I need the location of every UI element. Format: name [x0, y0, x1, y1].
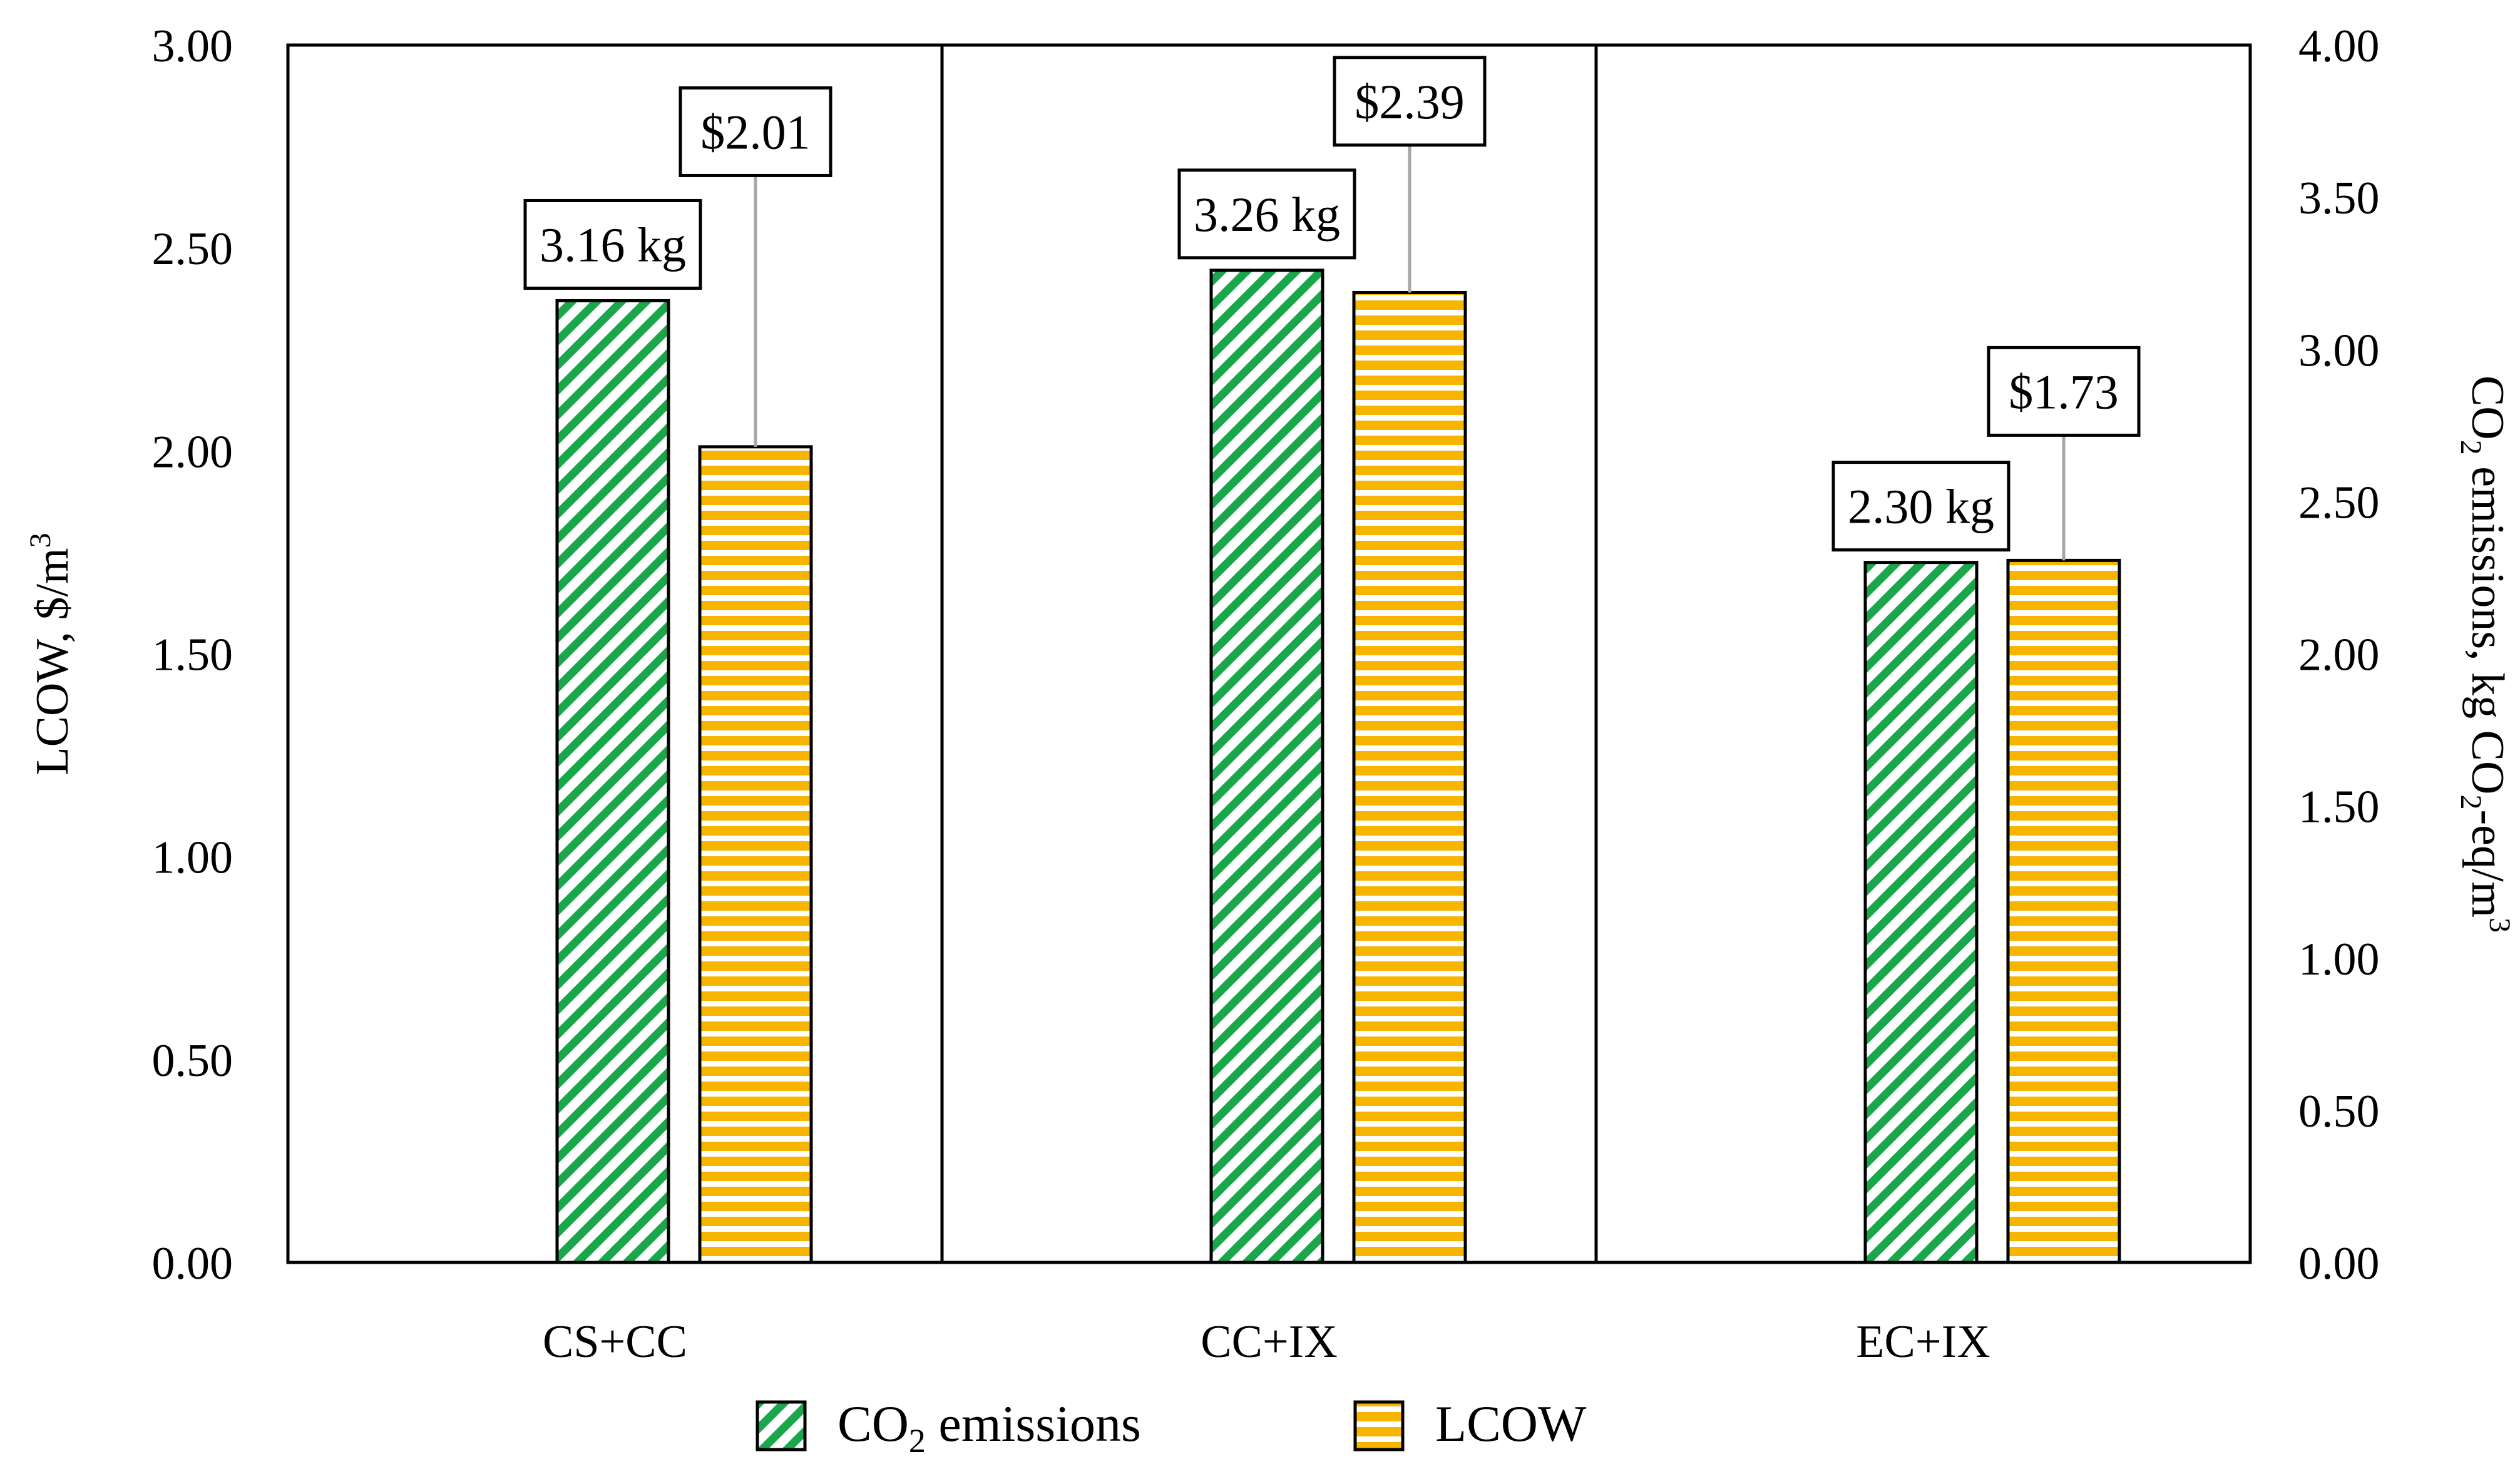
right-axis-ticks: 0.00 0.50 1.00 1.50 2.00 2.50 3.00 3.50 4.00: [2298, 21, 2380, 1289]
data-label-lcow: $2.39: [1355, 74, 1465, 129]
right-tick-label: 1.50: [2298, 782, 2380, 833]
left-tick-label: 2.00: [152, 426, 233, 478]
right-tick-label: 0.50: [2298, 1086, 2380, 1137]
right-axis-title: CO2 emissions, kg CO2-eq/m3: [2454, 376, 2516, 933]
left-tick-label: 3.00: [152, 21, 233, 72]
left-tick-label: 1.00: [152, 832, 233, 884]
left-tick-label: 1.50: [152, 630, 233, 681]
bar-lcow: [698, 445, 813, 1264]
data-label-lcow: $2.01: [700, 105, 811, 159]
data-label-lcow: $1.73: [2009, 364, 2119, 419]
right-tick-label: 1.00: [2298, 934, 2380, 985]
bar-lcow: [1352, 290, 1467, 1264]
bar-lcow: [2006, 558, 2121, 1264]
left-tick-label: 0.00: [152, 1238, 233, 1289]
data-label-co2: 2.30 kg: [1848, 479, 1994, 534]
data-label-co2: 3.16 kg: [540, 217, 686, 272]
right-tick-label: 2.00: [2298, 630, 2380, 681]
data-labels: 3.16 kg $2.01 3.26 kg $2.39 2.30 kg $1.73: [523, 56, 2141, 561]
legend-swatch-lcow: [1353, 1400, 1405, 1451]
data-label-lcow-box: [679, 86, 832, 177]
left-tick-label: 2.50: [152, 223, 233, 275]
bar-co2-emissions: [555, 299, 670, 1264]
data-label-co2-box: [523, 198, 702, 290]
right-tick-label: 2.50: [2298, 477, 2380, 528]
left-tick-label: 0.50: [152, 1035, 233, 1087]
bar-co2-emissions: [1863, 561, 1979, 1264]
legend: CO2 emissions LCOW: [755, 1395, 1587, 1460]
data-label-lcow-box: [1333, 56, 1487, 147]
data-label-co2-box: [1177, 168, 1356, 260]
legend-swatch-co2: [755, 1400, 807, 1451]
right-tick-label: 3.50: [2298, 173, 2380, 224]
category-label: CC+IX: [1201, 1316, 1338, 1368]
data-label-lcow-box: [1987, 345, 2141, 437]
legend-label-lcow: LCOW: [1435, 1395, 1587, 1452]
bar-co2-emissions: [1209, 269, 1324, 1264]
right-tick-label: 0.00: [2298, 1238, 2380, 1289]
left-axis-ticks: 0.00 0.50 1.00 1.50 2.00 2.50 3.00: [152, 21, 233, 1289]
right-tick-label: 4.00: [2298, 21, 2380, 72]
data-label-co2: 3.26 kg: [1194, 187, 1340, 242]
bars: [555, 269, 2121, 1264]
category-label: CS+CC: [543, 1316, 687, 1368]
category-label: EC+IX: [1856, 1316, 1990, 1368]
data-label-co2-box: [1831, 461, 2010, 552]
category-labels: CS+CC CC+IX EC+IX: [543, 1316, 1990, 1368]
legend-label-co2: CO2 emissions: [837, 1395, 1141, 1460]
left-axis-title: LCOW, $/m3: [24, 533, 78, 775]
right-tick-label: 3.00: [2298, 325, 2380, 376]
